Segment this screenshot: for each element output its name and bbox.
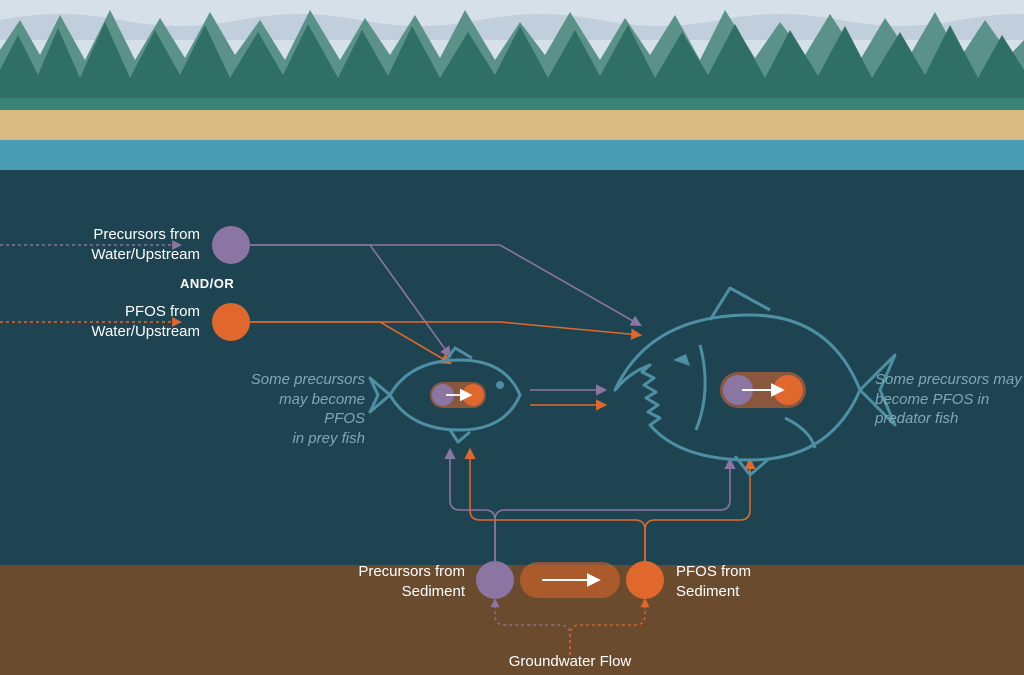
predator-note-label: Some precursors may become PFOS in preda… (875, 370, 1024, 429)
pfos-upstream-label: PFOS from Water/Upstream (40, 302, 200, 341)
pfos-upstream-circle (212, 303, 250, 341)
precursor-upstream-circle (212, 226, 250, 264)
and-or-label: AND/OR (180, 276, 234, 293)
precursors-upstream-label: Precursors from Water/Upstream (40, 225, 200, 264)
shallow-water-layer (0, 140, 1024, 170)
trees-layer (0, 0, 1024, 110)
pfos-sediment-label: PFOS from Sediment (676, 562, 816, 601)
sand-layer (0, 110, 1024, 140)
precursor-sediment-circle (476, 561, 514, 599)
prey-note-label: Some precursors may become PFOS in prey … (235, 370, 365, 448)
pfos-sediment-circle (626, 561, 664, 599)
groundwater-label: Groundwater Flow (470, 652, 670, 672)
precursors-sediment-label: Precursors from Sediment (325, 562, 465, 601)
